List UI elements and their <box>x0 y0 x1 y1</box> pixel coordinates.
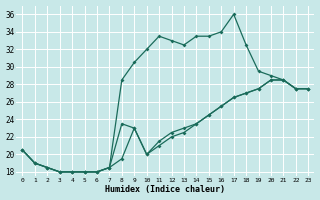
X-axis label: Humidex (Indice chaleur): Humidex (Indice chaleur) <box>105 185 225 194</box>
